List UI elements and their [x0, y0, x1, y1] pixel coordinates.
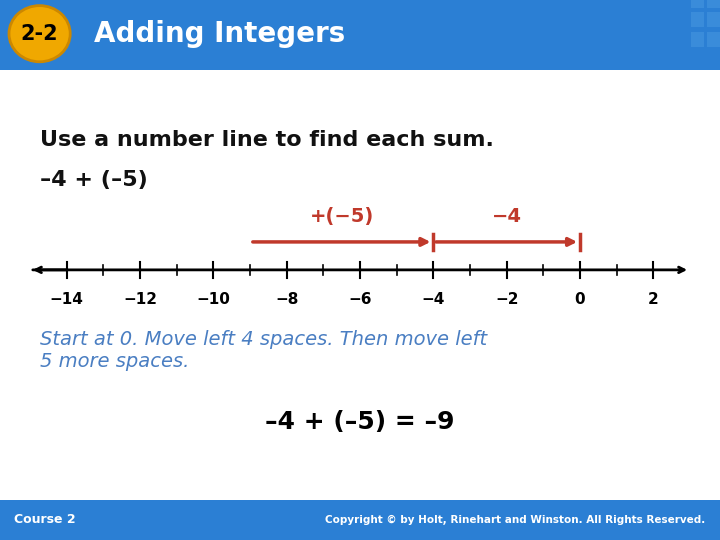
Text: −6: −6 — [348, 292, 372, 307]
Text: Use a number line to find each sum.: Use a number line to find each sum. — [40, 130, 494, 150]
Text: Start at 0. Move left 4 spaces. Then move left
5 more spaces.: Start at 0. Move left 4 spaces. Then mov… — [40, 330, 487, 371]
Bar — [691, 0, 704, 8]
Text: −10: −10 — [197, 292, 230, 307]
Text: 2: 2 — [648, 292, 659, 307]
Text: −2: −2 — [495, 292, 518, 307]
Text: −4: −4 — [422, 292, 445, 307]
Text: –4 + (–5): –4 + (–5) — [40, 170, 148, 190]
Text: −8: −8 — [275, 292, 298, 307]
Bar — [691, 31, 704, 47]
Text: −12: −12 — [123, 292, 157, 307]
Text: +(−5): +(−5) — [310, 207, 374, 226]
Text: –4 + (–5) = –9: –4 + (–5) = –9 — [265, 410, 455, 434]
Text: Adding Integers: Adding Integers — [94, 19, 345, 48]
Text: 0: 0 — [575, 292, 585, 307]
Text: Copyright © by Holt, Rinehart and Winston. All Rights Reserved.: Copyright © by Holt, Rinehart and Winsto… — [325, 515, 706, 525]
Bar — [707, 0, 720, 8]
Ellipse shape — [9, 5, 71, 62]
Text: Course 2: Course 2 — [14, 513, 76, 526]
Text: −4: −4 — [492, 207, 522, 226]
Bar — [707, 12, 720, 28]
Text: 2-2: 2-2 — [21, 24, 58, 44]
Bar — [691, 12, 704, 28]
Text: −14: −14 — [50, 292, 84, 307]
Bar — [707, 31, 720, 47]
